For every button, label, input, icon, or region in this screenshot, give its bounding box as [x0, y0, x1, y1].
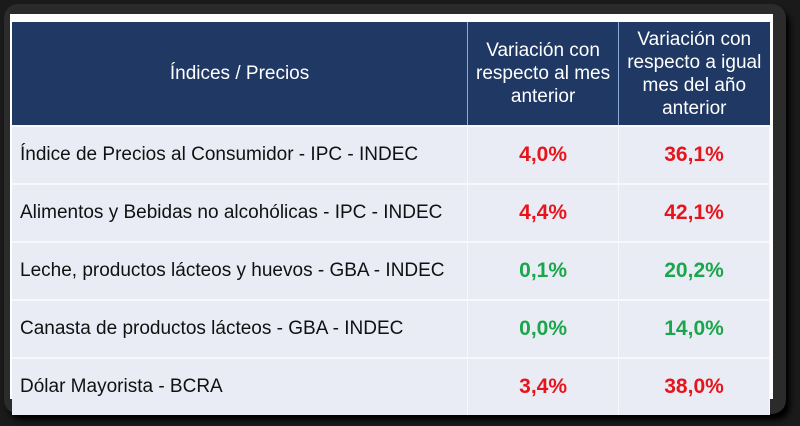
monthly-variation: 4,0%: [467, 125, 620, 184]
monthly-variation: 0,0%: [467, 299, 620, 358]
yearly-variation: 42,1%: [618, 183, 770, 242]
table-row: Canasta de productos lácteos - GBA - IND…: [12, 299, 770, 358]
table-row: Dólar Mayorista - BCRA 3,4% 38,0%: [12, 357, 770, 415]
header-indices: Índices / Precios: [12, 22, 469, 126]
monthly-variation: 0,1%: [467, 241, 620, 300]
row-label: Índice de Precios al Consumidor - IPC - …: [12, 125, 469, 184]
table-row: Leche, productos lácteos y huevos - GBA …: [12, 241, 770, 300]
yearly-variation: 38,0%: [618, 357, 770, 415]
yearly-variation: 20,2%: [618, 241, 770, 300]
table-card: Índices / Precios Variación con respecto…: [10, 14, 773, 415]
price-index-table: Índices / Precios Variación con respecto…: [12, 22, 770, 415]
row-label: Alimentos y Bebidas no alcohólicas - IPC…: [12, 183, 469, 242]
row-label: Canasta de productos lácteos - GBA - IND…: [12, 299, 469, 358]
table-row: Alimentos y Bebidas no alcohólicas - IPC…: [12, 183, 770, 242]
table-row: Índice de Precios al Consumidor - IPC - …: [12, 125, 770, 184]
monthly-variation: 3,4%: [467, 357, 620, 415]
header-yearly: Variación con respecto a igual mes del a…: [618, 22, 770, 126]
header-monthly: Variación con respecto al mes anterior: [467, 22, 620, 126]
yearly-variation: 14,0%: [618, 299, 770, 358]
row-label: Dólar Mayorista - BCRA: [12, 357, 469, 415]
row-label: Leche, productos lácteos y huevos - GBA …: [12, 241, 469, 300]
monthly-variation: 4,4%: [467, 183, 620, 242]
header-row: Índices / Precios Variación con respecto…: [12, 22, 770, 126]
yearly-variation: 36,1%: [618, 125, 770, 184]
